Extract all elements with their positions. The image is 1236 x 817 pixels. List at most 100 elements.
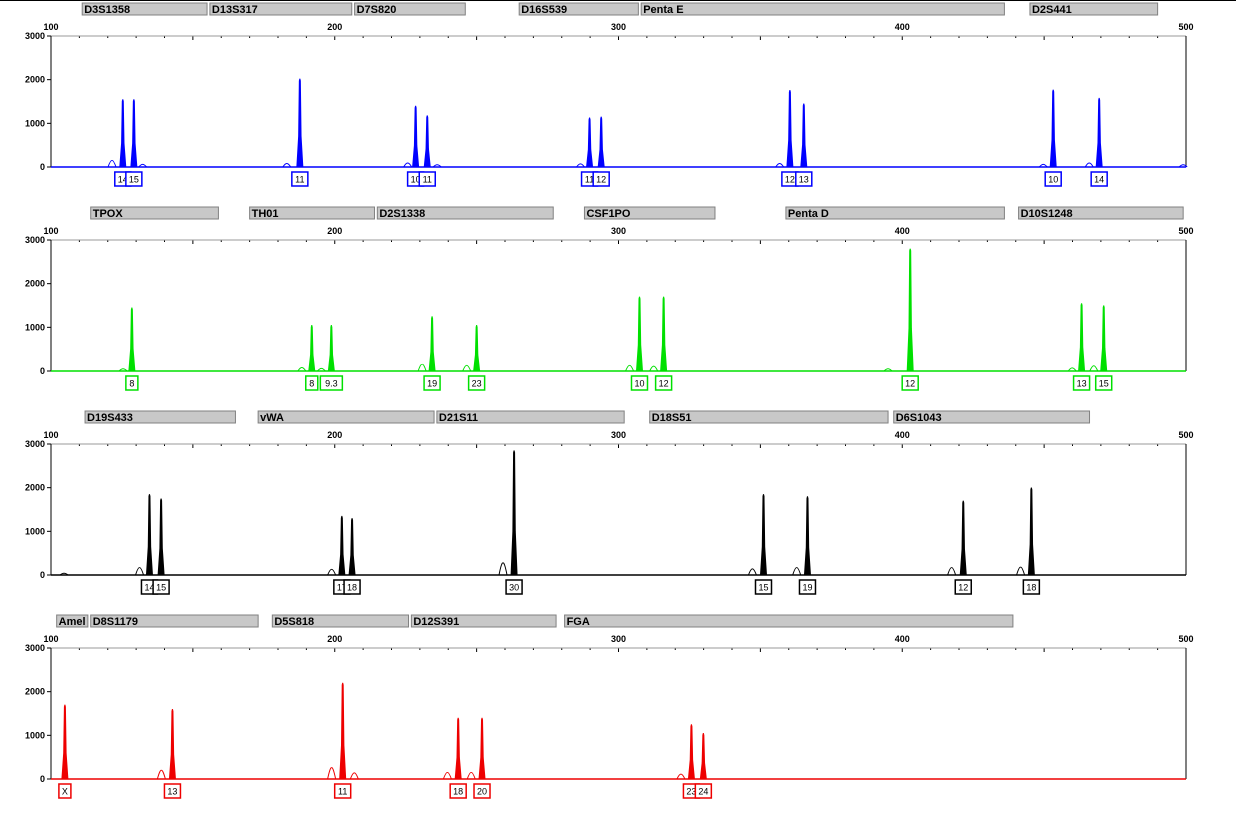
locus-bar: [376, 206, 554, 220]
allele-label: 23: [686, 787, 696, 797]
allele-box: [58, 783, 72, 799]
allele-peak: [119, 99, 127, 168]
stutter-peak: [327, 767, 337, 780]
stutter-peak: [883, 368, 893, 372]
locus-bar: [81, 2, 208, 16]
window-top-border: [0, 0, 1236, 1]
y-tick-label: 0: [40, 366, 45, 376]
y-tick-label: 3000: [25, 31, 45, 41]
locus-label: D13S317: [212, 4, 258, 16]
allele-box: [1090, 171, 1108, 187]
locus-label: Penta E: [643, 4, 683, 16]
allele-box: [592, 171, 610, 187]
allele-label: 8: [129, 379, 134, 389]
allele-box: [305, 375, 319, 391]
y-tick-label: 3000: [25, 235, 45, 245]
stutter-peak: [1084, 162, 1094, 168]
allele-peak: [597, 116, 605, 168]
locus-label: vWA: [260, 412, 284, 424]
allele-box: [654, 375, 673, 391]
allele-label: 15: [156, 583, 166, 593]
allele-label: 8: [309, 379, 314, 389]
allele-peak: [1049, 89, 1057, 168]
allele-label: 12: [659, 379, 669, 389]
stutter-peak: [1178, 164, 1188, 168]
y-tick-label: 2000: [25, 483, 45, 493]
allele-label: 15: [1099, 379, 1109, 389]
allele-box: [163, 783, 182, 799]
x-tick-label: 300: [611, 226, 626, 236]
locus-label: D2S1338: [379, 208, 425, 220]
allele-label: 11: [585, 175, 594, 185]
allele-label: 13: [1077, 379, 1087, 389]
allele-peak: [800, 103, 808, 168]
allele-label: 12: [785, 175, 795, 185]
stutter-peak: [947, 567, 957, 576]
allele-box: [1022, 579, 1041, 595]
allele-label: 14: [118, 175, 128, 185]
locus-label: Amel: [59, 616, 86, 628]
stutter-peak: [1089, 365, 1099, 372]
allele-peak: [130, 99, 138, 168]
stutter-peak: [349, 772, 359, 780]
allele-box: [954, 579, 973, 595]
allele-label: 11: [338, 787, 347, 797]
allele-peak: [786, 90, 794, 168]
y-tick-label: 3000: [25, 439, 45, 449]
stutter-peak: [417, 363, 427, 372]
allele-box: [798, 579, 817, 595]
stutter-peak: [282, 163, 292, 168]
allele-label: 13: [799, 175, 809, 185]
stutter-peak: [466, 771, 476, 780]
allele-peak: [687, 724, 695, 780]
allele-box: [291, 171, 309, 187]
allele-peak: [959, 500, 967, 576]
stutter-peak: [118, 368, 128, 372]
allele-label: 12: [958, 583, 968, 593]
allele-label: 9.3: [325, 379, 338, 389]
allele-peak: [338, 515, 346, 576]
stutter-peak: [156, 769, 166, 780]
allele-box: [1072, 375, 1091, 391]
stutter-peak: [317, 367, 326, 372]
stutter-peak: [576, 163, 585, 168]
allele-peak: [660, 296, 668, 372]
allele-label: 12: [596, 175, 606, 185]
allele-peak: [699, 733, 707, 780]
x-tick-label: 200: [327, 226, 342, 236]
allele-peak: [803, 496, 812, 576]
stutter-peak: [747, 568, 757, 576]
x-tick-label: 300: [611, 22, 626, 32]
allele-label: 30: [509, 583, 519, 593]
allele-peak: [1100, 305, 1108, 372]
locus-label: D6S1043: [896, 412, 942, 424]
allele-box: [343, 579, 361, 595]
stutter-peak: [327, 568, 337, 576]
y-tick-label: 1000: [25, 322, 45, 332]
x-tick-label: 100: [43, 634, 58, 644]
allele-peak: [1078, 303, 1086, 372]
stutter-peak: [432, 164, 442, 168]
y-tick-label: 2000: [25, 279, 45, 289]
locus-label: D3S1358: [84, 4, 130, 16]
allele-label: 17: [337, 583, 347, 593]
x-tick-label: 300: [611, 430, 626, 440]
allele-peak: [423, 115, 431, 168]
allele-peak: [586, 117, 594, 168]
allele-peak: [308, 325, 316, 372]
locus-bar: [1029, 2, 1159, 16]
panel-blue: D3S1358 D13S317 D7S820 D16S539 Penta E D2S441…: [25, 2, 1194, 187]
locus-bar: [785, 206, 1005, 220]
allele-box: [418, 171, 437, 187]
x-tick-label: 400: [895, 226, 910, 236]
y-tick-label: 1000: [25, 730, 45, 740]
allele-box: [125, 375, 139, 391]
allele-label: 15: [129, 175, 139, 185]
stutter-peak: [403, 162, 413, 168]
allele-label: 18: [1026, 583, 1036, 593]
allele-box: [754, 579, 773, 595]
allele-box: [333, 783, 352, 799]
